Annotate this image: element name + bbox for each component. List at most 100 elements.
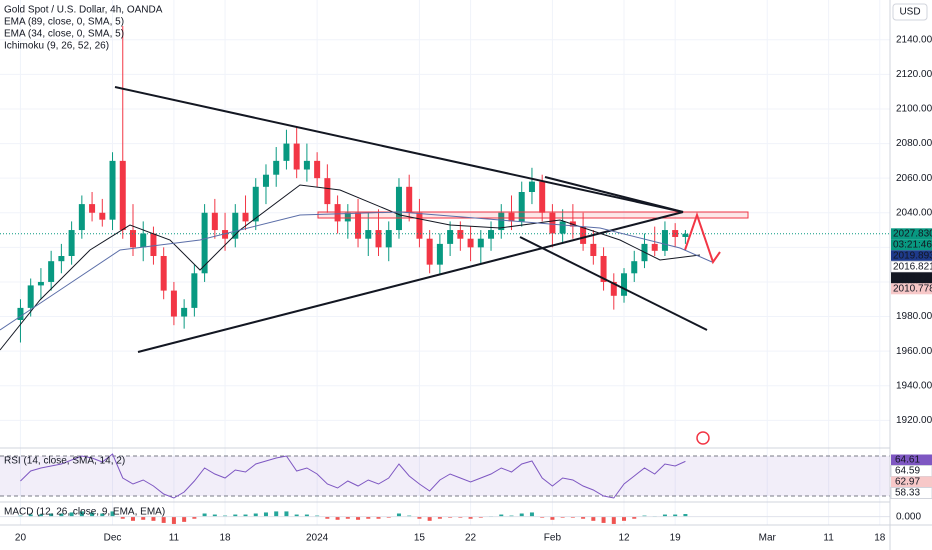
candle-body — [559, 221, 566, 234]
candle-body — [365, 230, 372, 239]
macd-bar — [407, 515, 412, 517]
macd-bar — [601, 516, 606, 523]
candle-body — [488, 230, 495, 239]
candle-body — [314, 160, 321, 179]
countdown: 03:21:46 — [893, 239, 932, 250]
candle-body — [78, 204, 85, 231]
x-tick-label: 19 — [670, 533, 682, 544]
candle-body — [549, 212, 556, 234]
macd-bar — [642, 515, 647, 517]
macd-bar — [141, 516, 146, 520]
candle-body — [375, 230, 382, 248]
candle-body — [334, 204, 341, 222]
candle-body — [68, 230, 75, 256]
macd-bar — [233, 514, 238, 517]
candle-body — [140, 233, 147, 248]
candle-body — [283, 143, 290, 161]
macd-bar — [345, 516, 350, 519]
candle-body — [447, 230, 454, 244]
y-tick-label: 1920.00 — [896, 415, 932, 426]
macd-bar — [356, 516, 361, 520]
currency-box[interactable] — [892, 3, 928, 21]
y-tick-label: 2060.00 — [896, 173, 932, 184]
candle-body — [416, 212, 423, 239]
x-tick-label: Mar — [759, 533, 777, 544]
macd-bar — [591, 516, 596, 521]
candle-body — [129, 230, 136, 248]
x-tick-label: 20 — [15, 533, 27, 544]
macd-bar — [18, 515, 23, 517]
candle-body — [242, 212, 249, 222]
value-badge-label: 64.59 — [895, 466, 920, 477]
price-badge-label: 2016.722 — [893, 272, 932, 283]
candle-body — [467, 238, 474, 248]
price-badge — [891, 272, 932, 284]
price-badge-label: 2016.821 — [893, 261, 932, 272]
candle-body — [211, 212, 218, 231]
macd-bar — [683, 514, 688, 517]
candle-body — [252, 186, 259, 222]
candle-body — [580, 226, 587, 244]
candle-body — [508, 212, 515, 222]
candle-body — [232, 212, 239, 239]
candle-body — [119, 160, 126, 231]
x-tick-label: Dec — [104, 533, 122, 544]
candle-body — [181, 307, 188, 317]
candle-body — [406, 186, 413, 213]
candle-body — [477, 238, 484, 248]
x-tick-label: 15 — [414, 533, 426, 544]
macd-bar — [120, 516, 125, 519]
x-tick-label: 18 — [874, 533, 886, 544]
y-tick-label: 2120.00 — [896, 69, 932, 80]
macd-bar — [59, 513, 64, 517]
macd-bar — [632, 516, 637, 519]
candle-body — [395, 186, 402, 231]
macd-bar — [458, 516, 463, 518]
macd-bar — [611, 516, 616, 524]
macd-bar — [396, 513, 401, 517]
macd-bar — [243, 514, 248, 517]
event-marker[interactable] — [696, 431, 710, 445]
candle-body — [89, 204, 96, 213]
candle-body — [293, 143, 300, 170]
candle-body — [37, 281, 44, 286]
candle-body — [661, 230, 668, 251]
x-tick-label: 11 — [823, 533, 834, 544]
value-badge — [891, 454, 932, 466]
macd-bar — [478, 516, 483, 518]
macd-bar — [202, 513, 207, 517]
macd-bar — [325, 516, 330, 519]
x-tick-label: 11 — [169, 533, 180, 544]
macd-bar — [437, 516, 442, 519]
candle-body — [273, 160, 280, 175]
candle-body — [191, 273, 198, 308]
macd-bar — [223, 515, 228, 517]
macd-bar — [130, 516, 135, 521]
macd-bar — [662, 514, 667, 517]
macd-bar — [519, 513, 524, 517]
macd-bar — [560, 516, 565, 518]
candle-body — [99, 212, 106, 220]
macd-bar — [151, 516, 156, 521]
y-tick-label: 2040.00 — [896, 207, 932, 218]
candle-body — [682, 233, 689, 237]
candle-body — [48, 261, 55, 282]
candle-body — [621, 273, 628, 296]
candle-body — [539, 181, 546, 213]
macd-bar — [100, 513, 105, 517]
price-badge-label: 2027.830 — [893, 228, 932, 239]
macd-bar — [550, 516, 555, 520]
y-tick-label: 1960.00 — [896, 346, 932, 357]
indicator-legend: Ichimoku (9, 26, 52, 26) — [4, 41, 109, 52]
currency: USD — [899, 7, 920, 18]
macd-bar — [448, 516, 453, 518]
x-tick-label: 18 — [219, 533, 231, 544]
value-badge — [890, 487, 932, 499]
drawings — [0, 86, 749, 445]
candle-body — [344, 212, 351, 222]
candle-body — [651, 243, 658, 251]
candle-body — [631, 261, 638, 274]
y-tick-label: 2080.00 — [896, 138, 932, 149]
price-badge — [891, 250, 932, 262]
